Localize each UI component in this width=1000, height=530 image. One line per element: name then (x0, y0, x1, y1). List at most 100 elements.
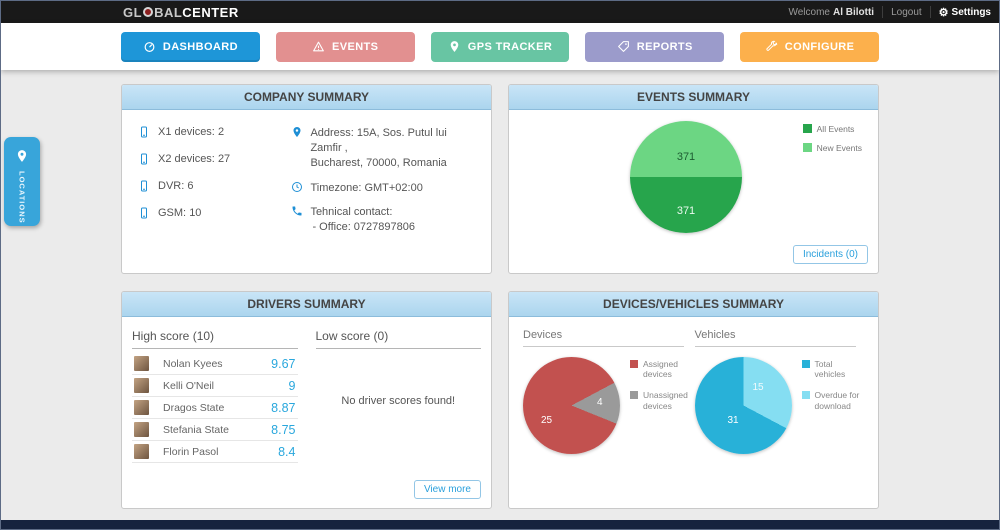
clock-icon (292, 181, 303, 192)
driver-score: 8.4 (278, 444, 296, 459)
company-summary-panel: COMPANY SUMMARY X1 devices: 2 X2 devices… (121, 84, 492, 274)
driver-row[interactable]: Dragos State 8.87 (132, 397, 298, 419)
settings-link[interactable]: ⚙ Settings (939, 6, 991, 19)
address-row: Address: 15A, Sos. Putul lui Zamfir , Buc… (291, 126, 479, 171)
contact-office-value: - Office: 0727897806 (312, 221, 415, 234)
timezone-value: Timezone: GMT+02:00 (310, 181, 423, 194)
legend-label: All Events (816, 124, 855, 134)
map-pin-icon (450, 41, 459, 52)
logout-link[interactable]: Logout (891, 6, 922, 18)
legend-swatch (801, 391, 810, 400)
legend-swatch (801, 360, 810, 368)
device-label: X2 devices: (158, 153, 215, 165)
pie-value-new-events: 371 (676, 151, 696, 163)
legend-label: Total vehicles (814, 359, 846, 380)
driver-score: 9 (288, 378, 296, 393)
low-score-column: Low score (0) No driver scores found! (315, 329, 481, 496)
driver-name: Nolan Kyees (163, 357, 223, 370)
device-value: 6 (187, 180, 194, 192)
legend-label: Unassigned devices (643, 390, 688, 411)
vehicles-section-title: Vehicles (694, 329, 856, 347)
nav-reports-label: REPORTS (636, 40, 693, 53)
legend-item-unassigned-devices: Unassigned devices (630, 390, 692, 411)
vehicles-section: Vehicles 15 31 Total vehicles (694, 329, 867, 500)
company-summary-title: COMPANY SUMMARY (122, 85, 491, 110)
pie-value-assigned: 25 (541, 415, 553, 426)
nav-events-button[interactable]: EVENTS (275, 31, 415, 62)
driver-avatar (134, 422, 149, 437)
nav-gps-tracker-button[interactable]: GPS TRACKER (430, 31, 570, 62)
contact-label: Tehnical contact: (310, 206, 393, 219)
device-count-row: X2 devices: 27 (138, 153, 291, 165)
address-line-1: Address: 15A, Sos. Putul lui Zamfir , (310, 127, 447, 154)
vehicles-pie-chart[interactable]: 15 31 (694, 357, 792, 454)
events-legend: All Events New Events (802, 124, 862, 162)
nav-configure-label: CONFIGURE (784, 40, 855, 53)
locations-side-tab[interactable]: LOCATIONS (4, 137, 40, 226)
devices-vehicles-summary-panel: DEVICES/VEHICLES SUMMARY Devices 25 4 (508, 291, 879, 509)
welcome-text: Welcome Al Bilotti (788, 7, 874, 18)
device-label: GSM: (158, 207, 187, 219)
nav-events-label: EVENTS (331, 40, 379, 53)
driver-row[interactable]: Nolan Kyees 9.67 (132, 353, 298, 375)
no-scores-message: No driver scores found! (341, 395, 456, 407)
nav-dashboard-button[interactable]: DASHBOARD (121, 31, 260, 62)
driver-row[interactable]: Kelli O'Neil 9 (132, 375, 298, 397)
driver-row[interactable]: Florin Pasol 8.4 (132, 441, 298, 463)
device-value: 27 (217, 153, 231, 165)
incidents-button[interactable]: Incidents (0) (792, 245, 868, 264)
legend-swatch (802, 124, 812, 133)
company-contact-info: Address: 15A, Sos. Putul lui Zamfir , Buc… (291, 126, 479, 245)
events-summary-panel: EVENTS SUMMARY All Events New Events (508, 84, 879, 274)
dashboard-content: COMPANY SUMMARY X1 devices: 2 X2 devices… (1, 70, 999, 520)
device-count-row: DVR: 6 (138, 180, 291, 192)
warning-triangle-icon (313, 41, 324, 52)
high-score-column: High score (10) Nolan Kyees 9.67 Kelli O… (132, 329, 298, 496)
device-value: 10 (189, 207, 202, 219)
vehicles-legend: Total vehicles Overdue for download (801, 359, 864, 454)
nav-gps-tracker-label: GPS TRACKER (467, 40, 553, 53)
events-pie-chart[interactable]: 371 371 (630, 121, 742, 233)
devices-vehicles-title: DEVICES/VEHICLES SUMMARY (509, 292, 878, 317)
timezone-row: Timezone: GMT+02:00 (291, 181, 479, 196)
driver-score: 8.87 (271, 400, 296, 415)
main-navbar: DASHBOARD EVENTS GPS TRACKER REPORTS CON… (1, 23, 999, 70)
tag-icon (617, 41, 629, 52)
pie-value-overdue: 15 (752, 382, 764, 393)
driver-avatar (134, 356, 149, 371)
locations-tab-label: LOCATIONS (17, 171, 27, 224)
pie-value-total: 31 (727, 415, 739, 426)
company-device-counts: X1 devices: 2 X2 devices: 27 DVR: 6 (138, 126, 291, 245)
driver-avatar (134, 444, 149, 459)
nav-dashboard-label: DASHBOARD (162, 40, 238, 53)
devices-pie (523, 357, 620, 454)
username: Al Bilotti (832, 6, 875, 18)
driver-score: 9.67 (271, 356, 296, 371)
pie-value-unassigned: 4 (597, 397, 603, 408)
view-more-button[interactable]: View more (413, 480, 481, 499)
devices-legend: Assigned devices Unassigned devices (630, 359, 692, 454)
divider (929, 6, 931, 18)
driver-name: Stefania State (163, 423, 229, 436)
address-pin-icon (293, 127, 301, 137)
driver-name: Kelli O'Neil (163, 379, 215, 392)
nav-configure-button[interactable]: CONFIGURE (740, 31, 879, 62)
device-value: 2 (217, 126, 225, 138)
globe-icon (143, 7, 154, 17)
high-score-header: High score (10) (132, 329, 298, 349)
driver-row[interactable]: Stefania State 8.75 (132, 419, 298, 441)
device-label: X1 devices: (158, 126, 215, 138)
mobile-device-icon (141, 153, 147, 165)
logo-text-gl: GL (123, 4, 143, 20)
nav-reports-button[interactable]: REPORTS (585, 31, 725, 62)
devices-pie-chart[interactable]: 25 4 (523, 357, 620, 454)
legend-swatch (802, 143, 812, 152)
settings-label: Settings (951, 6, 991, 18)
vehicles-pie (694, 357, 792, 454)
topbar: GL BAL CENTER Welcome Al Bilotti Logout ⚙… (1, 1, 999, 23)
driver-avatar (134, 378, 149, 393)
drivers-summary-title: DRIVERS SUMMARY (122, 292, 491, 317)
address-line-2: Bucharest, 70000, Romania (310, 156, 447, 169)
legend-item-assigned-devices: Assigned devices (630, 359, 692, 379)
